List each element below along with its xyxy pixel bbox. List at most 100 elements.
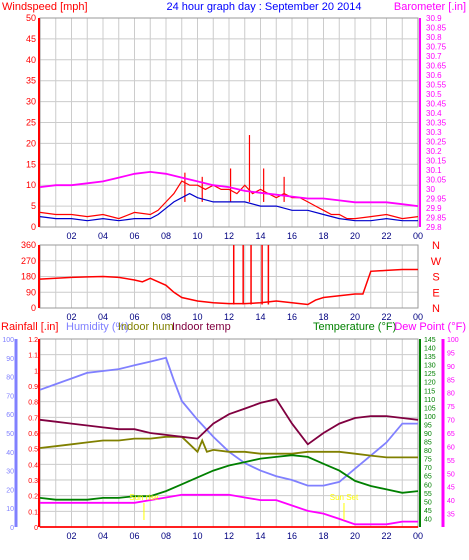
chart-title: 24 hour graph day : September 20 2014	[166, 1, 361, 13]
temp-panel-x-tick-label: 08	[161, 531, 171, 541]
temp-panel-x-tick-label: 14	[255, 531, 265, 541]
temp-y-tick-label: 50	[424, 499, 432, 506]
temp-panel-x-tick-label: 00	[413, 531, 423, 541]
direction-panel-x-tick-label: 08	[161, 312, 171, 322]
temp-panel-x-tick-label: 12	[224, 531, 234, 541]
direction-panel-x-tick-label: 00	[413, 312, 423, 322]
dewpoint-y-tick-label: 95	[447, 350, 455, 357]
temp-y-tick-label: 45	[424, 508, 432, 515]
baro-y-tick-label: 30.15	[426, 157, 447, 166]
wind-y-tick-label: 20	[26, 138, 36, 148]
temp-y-tick-label: 40	[424, 516, 432, 523]
humidity-y-tick-label: 60	[6, 412, 14, 419]
dewpoint-y-tick-label: 60	[447, 444, 455, 451]
baro-y-tick-label: 30	[426, 185, 435, 194]
wind-panel-x-tick-label: 22	[381, 231, 391, 241]
temperature-axis-title: Temperature (°F)	[313, 321, 396, 333]
baro-y-tick-label: 30.4	[426, 109, 442, 118]
wind-y-tick-label: 15	[26, 159, 36, 169]
wind-y-tick-label: 25	[26, 118, 36, 128]
dewpoint-y-tick-label: 85	[447, 377, 455, 384]
humidity-y-tick-label: 70	[6, 393, 14, 400]
wind-direction-line	[39, 268, 418, 306]
baro-y-tick-label: 30.2	[426, 147, 442, 156]
humidity-y-tick-label: 90	[6, 356, 14, 363]
wind-y-tick-label: 10	[26, 180, 36, 190]
barometer-axis-title: Barometer [.in]	[394, 1, 466, 13]
wind-panel-x-tick-label: 00	[413, 231, 423, 241]
rain-axis-title: Rainfall [.in]	[1, 321, 58, 333]
series-layer: Sun rise Sun Set	[39, 135, 419, 528]
wind-panel-x-tick-label: 12	[224, 231, 234, 241]
temp-y-tick-label: 140	[424, 346, 436, 353]
baro-y-tick-label: 29.85	[426, 214, 447, 223]
temp-y-tick-label: 145	[424, 337, 436, 344]
rain-y-tick-label: 0.5	[28, 447, 38, 454]
temp-y-tick-label: 130	[424, 363, 436, 370]
humidity-y-tick-label: 40	[6, 450, 14, 457]
indoor-temp-line	[39, 398, 419, 446]
humidity-y-tick-label: 30	[6, 469, 14, 476]
windspeed-axis-title: Windspeed [mph]	[2, 1, 88, 13]
baro-y-tick-label: 29.8	[426, 223, 442, 232]
compass-tick-label: N	[432, 240, 440, 252]
wind-y-tick-label: 30	[26, 97, 36, 107]
direction-y-tick-label: 270	[21, 256, 36, 266]
temp-y-tick-label: 90	[424, 431, 432, 438]
dewpoint-axis-title: Dew Point (°F)	[394, 321, 466, 333]
baro-y-tick-label: 30.3	[426, 128, 442, 137]
baro-y-tick-label: 30.85	[426, 24, 447, 33]
temp-y-tick-label: 100	[424, 414, 436, 421]
temp-y-tick-label: 105	[424, 405, 436, 412]
rain-y-tick-label: 1.2	[28, 337, 38, 344]
wind-panel-x-tick-label: 02	[66, 231, 76, 241]
axes-layer: 02 04 06 08 10 12 14 16 18 20 22 000510152025303540…	[2, 13, 458, 541]
dewpoint-y-tick-label: 90	[447, 364, 455, 371]
temp-y-tick-label: 65	[424, 474, 432, 481]
temp-y-tick-label: 125	[424, 371, 436, 378]
sun-event-annotation: Sun rise	[129, 493, 159, 502]
direction-panel-x-tick-label: 16	[287, 312, 297, 322]
temp-panel-x-tick-label: 06	[129, 531, 139, 541]
baro-y-tick-label: 30.6	[426, 71, 442, 80]
rain-y-tick-label: 0.1	[28, 509, 38, 516]
direction-y-tick-label: 180	[21, 272, 36, 282]
compass-tick-label: E	[432, 287, 439, 299]
indoor-hum-title: Indoor hum	[118, 321, 174, 333]
dewpoint-y-tick-label: 50	[447, 471, 455, 478]
wind-panel-x-tick-label: 14	[255, 231, 265, 241]
wind-panel-x-tick-label: 20	[350, 231, 360, 241]
temp-y-tick-label: 55	[424, 491, 432, 498]
temp-y-tick-label: 70	[424, 465, 432, 472]
humidity-y-tick-label: 100	[2, 337, 14, 344]
indoor-temp-title: Indoor temp	[172, 321, 231, 333]
direction-y-tick-label: 360	[21, 240, 36, 250]
wind-panel-x-tick-label: 16	[287, 231, 297, 241]
temp-panel-x-tick-label: 20	[350, 531, 360, 541]
indoor-hum-line	[39, 435, 418, 459]
dewpoint-line	[40, 493, 418, 526]
dewpoint-y-tick-label: 40	[447, 498, 455, 505]
wind-panel-x-tick-label: 18	[318, 231, 328, 241]
temp-y-tick-label: 135	[424, 354, 436, 361]
baro-y-tick-label: 30.75	[426, 43, 447, 52]
rain-y-tick-label: 1.1	[28, 353, 38, 360]
temp-y-tick-label: 60	[424, 482, 432, 489]
rain-y-tick-label: 0.4	[28, 462, 38, 469]
rain-y-tick-label: 0.6	[28, 431, 38, 438]
direction-panel-x-tick-label: 04	[98, 312, 108, 322]
humidity-y-tick-label: 20	[6, 487, 14, 494]
baro-y-tick-label: 30.35	[426, 119, 447, 128]
humidity-axis-title: Humidity (%)	[66, 321, 129, 333]
wind-panel-x-tick-label: 04	[98, 231, 108, 241]
dewpoint-y-tick-label: 75	[447, 404, 455, 411]
sun-event-annotation: Sun Set	[330, 493, 359, 502]
humidity-y-tick-label: 80	[6, 375, 14, 382]
compass-tick-label: W	[431, 256, 442, 268]
baro-y-tick-label: 29.95	[426, 195, 447, 204]
temp-panel-x-tick-label: 04	[98, 531, 108, 541]
rain-y-tick-label: 0.7	[28, 415, 38, 422]
dewpoint-y-tick-label: 55	[447, 458, 455, 465]
